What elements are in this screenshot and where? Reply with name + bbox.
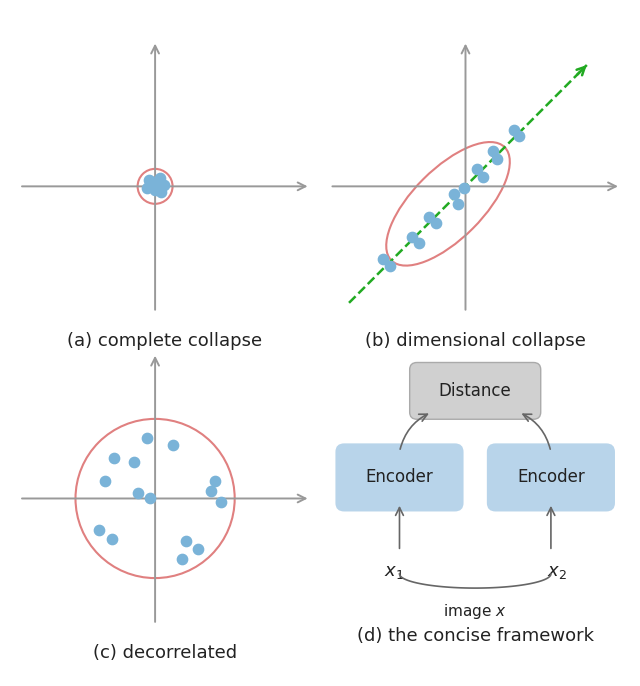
Text: (c) decorrelated: (c) decorrelated [93, 643, 237, 662]
Point [93, 524, 104, 535]
Point [488, 146, 498, 157]
Text: (d) the concise framework: (d) the concise framework [356, 627, 594, 645]
Point [145, 493, 156, 504]
Point [156, 187, 166, 198]
Point [159, 180, 169, 191]
Point [449, 189, 459, 200]
Text: (a) complete collapse: (a) complete collapse [67, 331, 262, 350]
FancyBboxPatch shape [410, 362, 541, 419]
Point [472, 163, 483, 174]
Point [144, 174, 154, 185]
Point [378, 254, 388, 265]
Point [407, 231, 417, 242]
Point [99, 475, 109, 486]
Point [458, 182, 468, 193]
Point [145, 175, 156, 186]
Point [414, 237, 424, 248]
Point [385, 261, 395, 272]
Point [155, 172, 165, 183]
FancyBboxPatch shape [335, 443, 463, 512]
Point [210, 475, 220, 486]
Point [129, 456, 139, 467]
Point [152, 177, 162, 188]
Point [452, 198, 463, 209]
Point [514, 130, 524, 141]
Text: (b) dimensional collapse: (b) dimensional collapse [365, 331, 586, 350]
Point [146, 180, 156, 191]
Point [142, 433, 152, 444]
FancyBboxPatch shape [487, 443, 615, 512]
Point [142, 182, 152, 193]
Point [181, 536, 191, 547]
Point [424, 212, 434, 223]
Text: $x_2$: $x_2$ [547, 563, 566, 580]
Point [478, 171, 488, 182]
Point [193, 543, 203, 554]
Point [431, 217, 442, 228]
Point [177, 553, 188, 564]
Text: Encoder: Encoder [517, 469, 585, 486]
Point [216, 497, 226, 508]
Text: image $x$: image $x$ [444, 602, 507, 622]
Point [206, 485, 216, 496]
Point [509, 125, 519, 136]
Text: Encoder: Encoder [365, 469, 433, 486]
Point [492, 154, 502, 165]
Point [150, 185, 160, 196]
Point [108, 534, 118, 545]
Text: Distance: Distance [439, 382, 511, 400]
Point [109, 452, 120, 463]
Point [132, 487, 143, 498]
Point [168, 440, 178, 451]
Text: $x_1$: $x_1$ [383, 563, 404, 580]
